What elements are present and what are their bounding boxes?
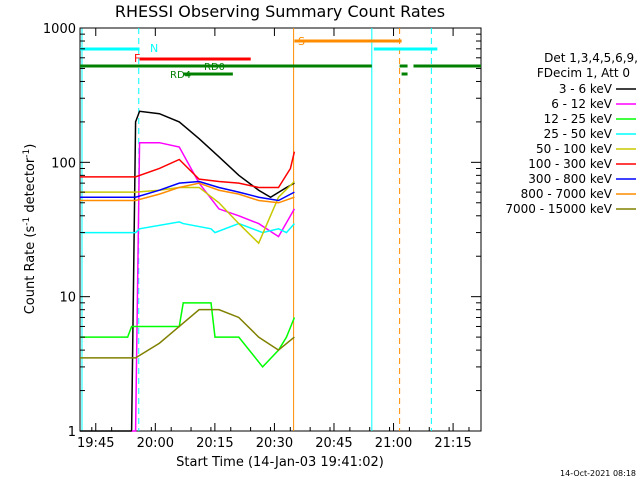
flag-label-rd0: RD0 bbox=[204, 62, 225, 73]
legend: Det 1,3,4,5,6,9, FDecim 1, Att 0 3 - 6 k… bbox=[505, 51, 638, 216]
flag-lines bbox=[80, 28, 481, 431]
x-tick-label-2: 20:15 bbox=[196, 436, 233, 451]
x-tick-label-0: 19:45 bbox=[77, 436, 114, 451]
series-line-7 bbox=[80, 182, 295, 204]
timestamp: 14-Oct-2021 08:18 bbox=[560, 469, 636, 478]
x-tick-label-3: 20:30 bbox=[256, 436, 293, 451]
legend-label-4: 50 - 100 keV bbox=[536, 142, 613, 156]
x-tick-label-1: 20:00 bbox=[137, 436, 174, 451]
y-tick-label-1: 10 bbox=[59, 291, 76, 306]
y-axis-label: Count Rate (s-1 detector-1) bbox=[22, 144, 38, 315]
plot-frame bbox=[79, 27, 482, 432]
legend-label-0: 3 - 6 keV bbox=[559, 82, 613, 96]
y-axis-label-sup1: -1 bbox=[22, 217, 32, 226]
x-axis-label: Start Time (14-Jan-03 19:41:02) bbox=[176, 455, 384, 470]
flag-label-f: F bbox=[134, 52, 140, 65]
series-line-6 bbox=[80, 180, 295, 202]
y-axis-label-sup2: -1 bbox=[22, 149, 32, 158]
x-axis-ticks: 19:45 20:00 20:15 20:30 20:45 21:00 21:15 bbox=[77, 28, 472, 451]
series-line-5 bbox=[80, 151, 296, 189]
y-axis-label-part1: Count Rate (s bbox=[23, 226, 38, 315]
legend-label-7: 800 - 7000 keV bbox=[521, 187, 613, 201]
legend-label-6: 300 - 800 keV bbox=[528, 172, 612, 186]
legend-label-8: 7000 - 15000 keV bbox=[505, 202, 612, 216]
y-tick-label-2: 100 bbox=[51, 156, 76, 171]
flag-label-s: S bbox=[298, 35, 305, 48]
y-axis-ticks: 1 10 100 1000 bbox=[43, 22, 481, 440]
series-line-3 bbox=[80, 221, 295, 234]
legend-label-5: 100 - 300 keV bbox=[528, 157, 612, 171]
x-tick-label-4: 20:45 bbox=[315, 436, 352, 451]
legend-header-2: FDecim 1, Att 0 bbox=[537, 66, 630, 80]
series-line-4 bbox=[80, 180, 295, 245]
flag-label-rd4: RD4 bbox=[170, 70, 191, 81]
y-axis-label-part3: ) bbox=[23, 144, 38, 149]
y-tick-label-3: 1000 bbox=[43, 22, 76, 37]
data-series bbox=[80, 110, 296, 432]
x-tick-label-6: 21:15 bbox=[434, 436, 471, 451]
y-tick-label-0: 1 bbox=[68, 425, 76, 440]
x-tick-label-5: 21:00 bbox=[375, 436, 412, 451]
chart-title: RHESSI Observing Summary Count Rates bbox=[115, 2, 445, 21]
flag-label-n: N bbox=[150, 42, 158, 55]
series-line-0 bbox=[80, 110, 295, 432]
series-line-8 bbox=[80, 308, 295, 359]
legend-header-1: Det 1,3,4,5,6,9, bbox=[544, 51, 638, 65]
y-axis-label-part2: detector bbox=[23, 157, 38, 217]
legend-label-2: 12 - 25 keV bbox=[544, 112, 613, 126]
legend-label-1: 6 - 12 keV bbox=[551, 97, 613, 111]
legend-label-3: 25 - 50 keV bbox=[544, 127, 613, 141]
